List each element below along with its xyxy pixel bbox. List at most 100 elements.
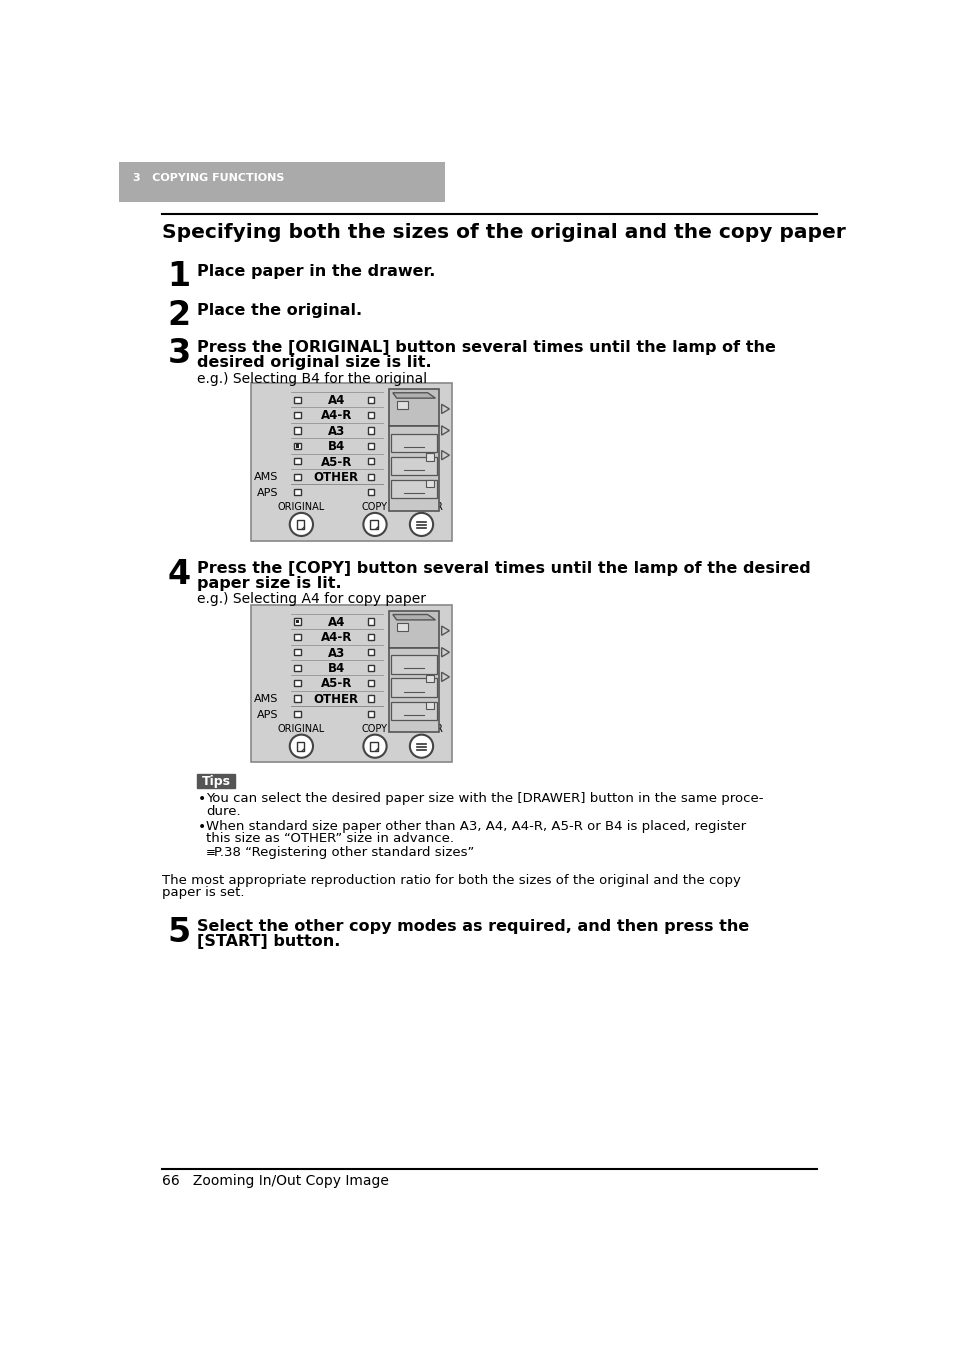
Bar [426,674,434,682]
Bar [368,665,374,671]
Text: 2: 2 [167,299,191,332]
Bar [294,442,300,449]
Text: ≡: ≡ [206,847,215,859]
Bar [294,412,300,418]
Text: A4-R: A4-R [320,631,352,644]
Bar [294,473,300,480]
Bar [294,679,300,686]
FancyBboxPatch shape [296,741,304,751]
Bar [396,402,407,408]
Text: AMS: AMS [253,694,278,704]
Bar [368,710,374,717]
Circle shape [363,735,386,758]
Bar [391,434,436,452]
Bar [368,396,374,403]
Bar [396,623,407,631]
Text: APS: APS [256,709,278,720]
Bar [294,458,300,464]
Bar [295,620,299,623]
FancyBboxPatch shape [296,520,304,528]
Text: AMS: AMS [253,472,278,483]
Text: •: • [197,820,206,834]
Bar [294,427,300,434]
Bar [294,650,300,655]
Text: DRAWER: DRAWER [399,501,442,512]
Bar [368,634,374,640]
Text: B4: B4 [327,662,345,675]
Text: COPY: COPY [361,724,388,733]
Circle shape [290,735,313,758]
Text: ORIGINAL: ORIGINAL [277,724,325,733]
Text: ORIGINAL: ORIGINAL [277,501,325,512]
Text: dure.: dure. [206,805,240,818]
Circle shape [290,512,313,537]
Bar [389,426,439,511]
Text: this size as “OTHER” size in advance.: this size as “OTHER” size in advance. [206,833,454,845]
Bar [426,480,434,488]
Text: [START] button.: [START] button. [196,934,340,949]
Text: COPY: COPY [361,501,388,512]
Bar [368,458,374,464]
Bar [294,489,300,495]
Text: When standard size paper other than A3, A4, A4-R, A5-R or B4 is placed, register: When standard size paper other than A3, … [206,820,745,833]
FancyBboxPatch shape [370,741,377,751]
Bar [196,774,235,787]
Text: 66   Zooming In/Out Copy Image: 66 Zooming In/Out Copy Image [162,1174,388,1189]
Bar [368,619,374,624]
Bar [119,162,444,202]
Bar [368,442,374,449]
Bar [294,619,300,624]
Text: The most appropriate reproduction ratio for both the sizes of the original and t: The most appropriate reproduction ratio … [162,874,740,887]
Bar [368,473,374,480]
Bar [389,647,439,732]
Text: desired original size is lit.: desired original size is lit. [196,355,431,371]
Text: A3: A3 [327,425,345,438]
Text: 1: 1 [167,260,191,294]
Bar [368,427,374,434]
Bar [391,701,436,720]
Text: OTHER: OTHER [314,693,358,706]
Bar [368,412,374,418]
Circle shape [363,512,386,537]
Text: DRAWER: DRAWER [399,724,442,733]
Bar [368,489,374,495]
Bar [294,696,300,701]
Text: 3: 3 [167,337,191,371]
Text: Specifying both the sizes of the original and the copy paper: Specifying both the sizes of the origina… [162,224,844,243]
Bar [294,665,300,671]
Text: paper is set.: paper is set. [162,887,244,899]
Text: Select the other copy modes as required, and then press the: Select the other copy modes as required,… [196,919,748,934]
Text: OTHER: OTHER [314,470,358,484]
Bar [391,655,436,674]
Bar [294,710,300,717]
Text: A5-R: A5-R [320,456,352,469]
Text: paper size is lit.: paper size is lit. [196,576,341,590]
Text: B4: B4 [327,441,345,453]
Bar [391,480,436,499]
Text: A5-R: A5-R [320,677,352,690]
Text: Place the original.: Place the original. [196,303,361,318]
Text: A4: A4 [327,616,345,628]
Bar [391,678,436,697]
Text: 4: 4 [167,558,191,592]
Bar [426,701,434,709]
Text: APS: APS [256,488,278,497]
Text: A4-R: A4-R [320,410,352,422]
Text: e.g.) Selecting A4 for copy paper: e.g.) Selecting A4 for copy paper [196,592,425,607]
Text: Press the [ORIGINAL] button several times until the lamp of the: Press the [ORIGINAL] button several time… [196,341,775,356]
Text: Press the [COPY] button several times until the lamp of the desired: Press the [COPY] button several times un… [196,561,810,577]
Polygon shape [393,615,435,620]
Bar [368,679,374,686]
Text: 5: 5 [167,917,191,949]
Circle shape [410,735,433,758]
FancyBboxPatch shape [370,520,377,528]
Text: •: • [197,793,206,806]
Bar [294,396,300,403]
Text: A4: A4 [327,394,345,407]
Bar [389,390,439,426]
Bar [426,453,434,461]
Text: e.g.) Selecting B4 for the original: e.g.) Selecting B4 for the original [196,372,426,386]
Text: A3: A3 [327,647,345,659]
Bar [368,696,374,701]
Bar [295,443,299,448]
